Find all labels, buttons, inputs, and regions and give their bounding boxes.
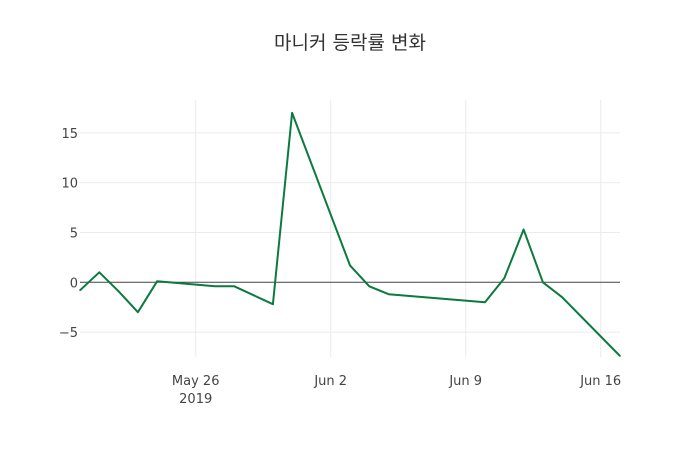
data-point <box>156 280 158 283</box>
gridlines <box>80 100 620 357</box>
x-tick-label: Jun 9 <box>448 374 482 389</box>
data-point <box>137 311 139 313</box>
x-tick-label: Jun 16 <box>579 374 621 389</box>
y-tick-label: 10 <box>61 177 78 192</box>
x-tick-label: May 26 <box>172 374 220 389</box>
y-tick-label: 5 <box>70 226 78 241</box>
y-tick-label: 15 <box>61 127 78 142</box>
data-point <box>79 289 81 292</box>
data-point <box>214 285 216 288</box>
y-axis: −5 0 5 10 15 <box>59 127 78 341</box>
data-point <box>503 277 506 280</box>
x-tick-sublabel: 2019 <box>179 392 212 407</box>
data-point <box>522 228 525 231</box>
data-point <box>368 285 371 288</box>
y-tick-label: −5 <box>59 326 78 341</box>
series-line <box>79 111 621 357</box>
series-lines <box>79 111 621 357</box>
data-point <box>619 355 621 357</box>
data-point <box>291 112 293 114</box>
data-point <box>233 285 236 288</box>
x-tick-label: Jun 2 <box>313 374 347 389</box>
data-point <box>117 290 120 293</box>
x-axis: May 26 2019 Jun 2 Jun 9 Jun 16 <box>172 374 621 407</box>
data-point <box>484 301 486 304</box>
chart-title: 마니커 등락률 변화 <box>274 32 426 54</box>
data-point <box>272 303 274 306</box>
data-point <box>98 271 101 274</box>
data-point <box>349 264 351 267</box>
data-point <box>387 293 390 296</box>
y-tick-label: 0 <box>70 276 78 291</box>
data-point <box>542 281 544 284</box>
data-point <box>561 296 563 299</box>
